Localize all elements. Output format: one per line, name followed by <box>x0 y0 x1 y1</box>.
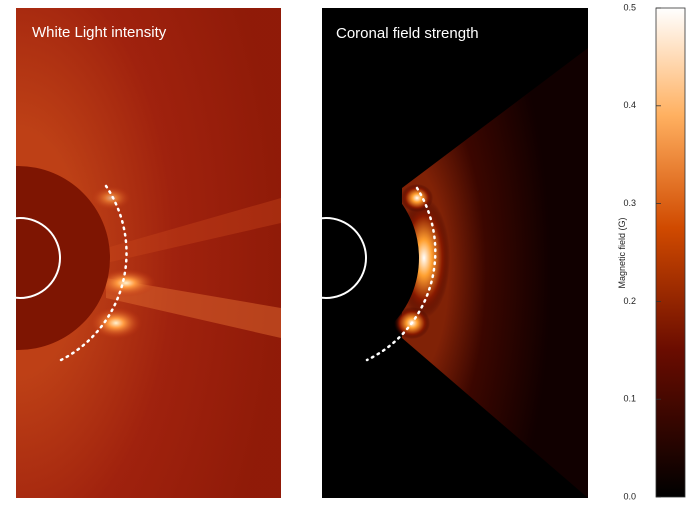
colorbar-label: Magnetic field (G) <box>617 217 627 288</box>
panel-white-light: White Light intensity <box>0 8 281 498</box>
colorbar: Magnetic field (G) 0.0 0.1 0.2 0.3 0.4 0.5 <box>617 2 685 501</box>
panel-coronal-field: Coronal field strength <box>229 8 588 498</box>
colorbar-scale <box>656 8 685 497</box>
tick-label: 0.1 <box>623 394 636 404</box>
figure: White Light intensity Coronal field stre… <box>0 0 689 506</box>
tick-label: 0.5 <box>623 2 636 12</box>
panel-title: Coronal field strength <box>336 25 479 42</box>
tick-label: 0.2 <box>623 296 636 306</box>
panel-title: White Light intensity <box>32 24 167 41</box>
tick-label: 0.0 <box>623 491 636 501</box>
tick-label: 0.4 <box>623 100 636 110</box>
tick-label: 0.3 <box>623 198 636 208</box>
